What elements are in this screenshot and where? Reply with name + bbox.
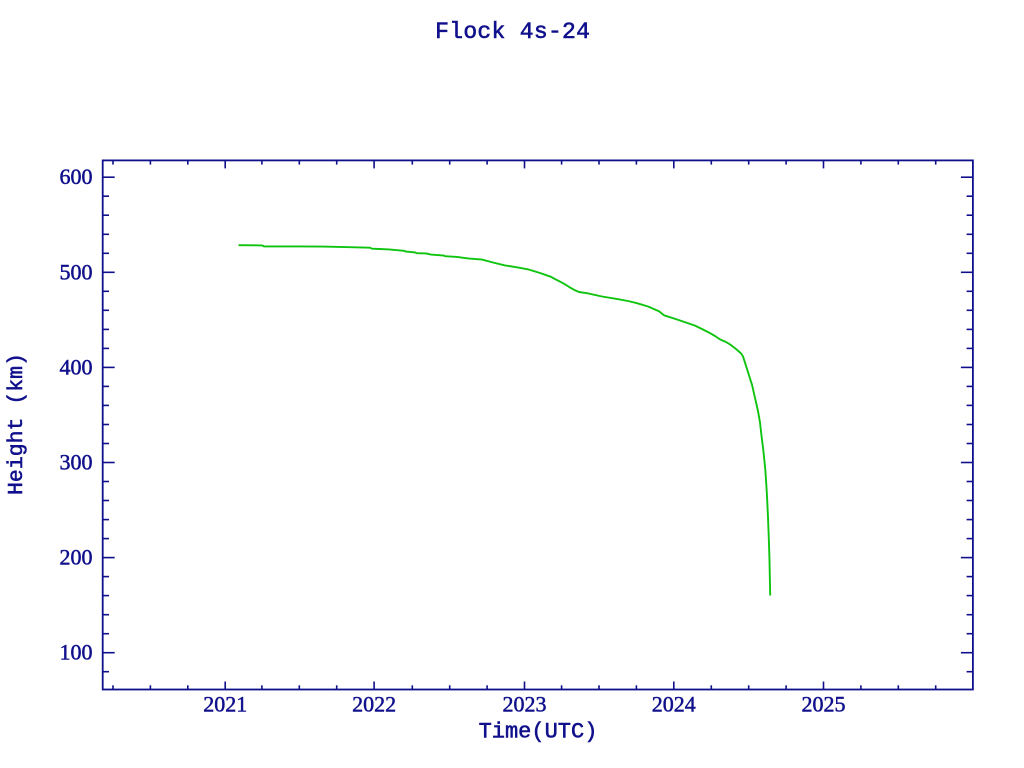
svg-text:100: 100 [60,640,93,665]
svg-text:2023: 2023 [503,692,547,717]
svg-text:2022: 2022 [352,692,396,717]
svg-text:200: 200 [60,545,93,570]
svg-text:2021: 2021 [203,692,247,717]
svg-text:Flock 4s-24: Flock 4s-24 [435,19,590,45]
svg-text:Height (km): Height (km) [5,353,29,495]
svg-text:Time(UTC): Time(UTC) [479,720,598,745]
svg-text:2025: 2025 [802,692,846,717]
svg-text:600: 600 [60,164,93,189]
svg-text:500: 500 [60,259,93,284]
svg-text:2024: 2024 [652,692,696,717]
svg-text:300: 300 [60,450,93,475]
svg-text:400: 400 [60,354,93,379]
